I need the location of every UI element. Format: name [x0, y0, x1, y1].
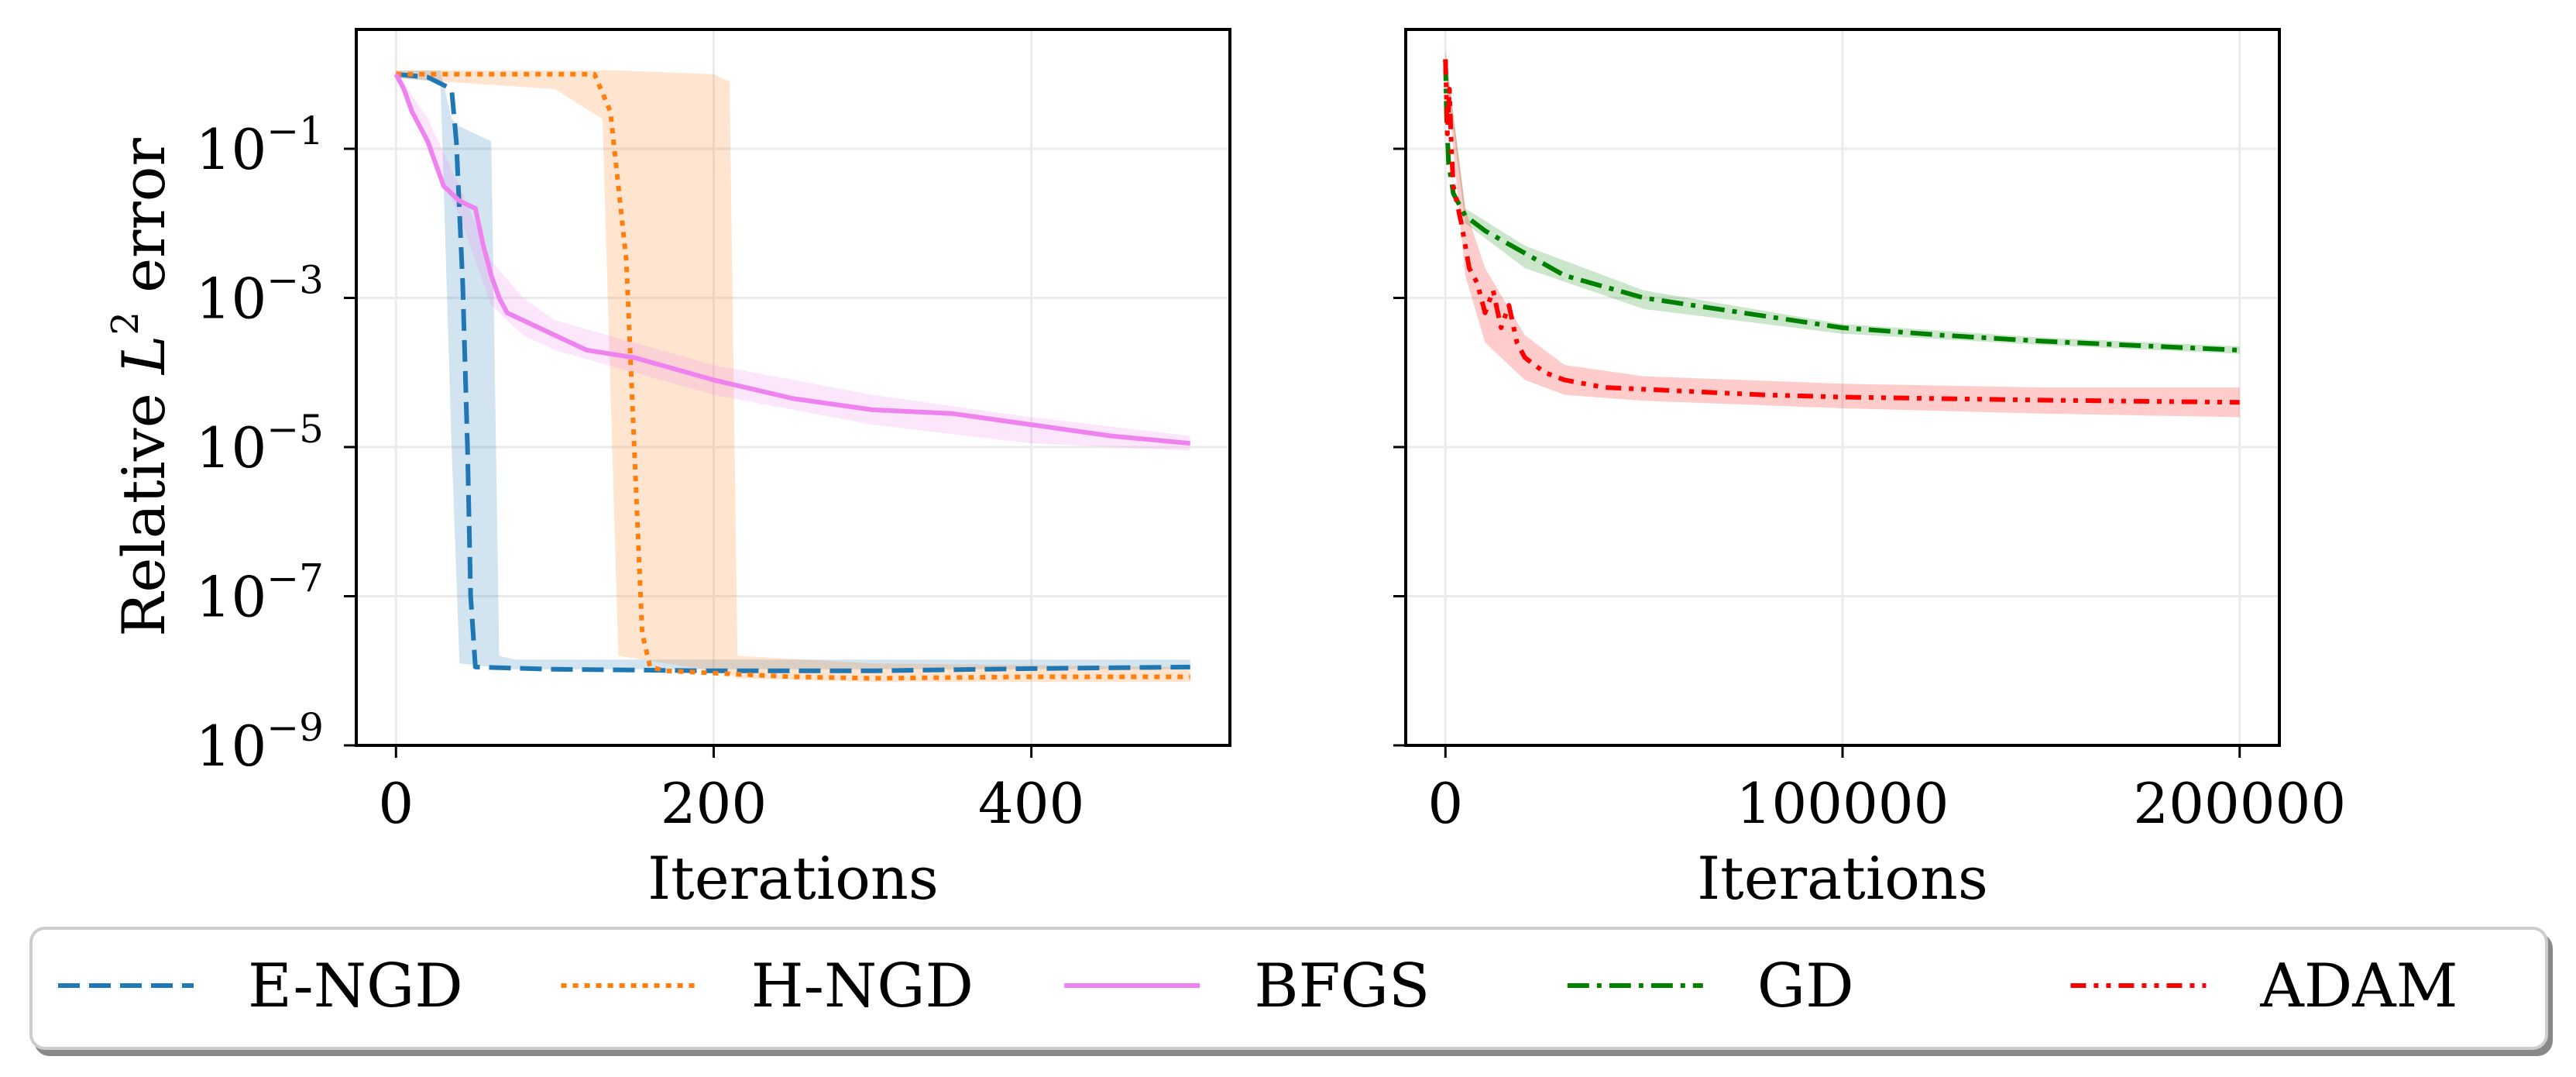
left-y-axis-label: Relative L2 error [104, 138, 178, 637]
right-ticks [1393, 147, 2241, 758]
y-tick-label: 10−3 [196, 258, 324, 332]
right-chart: 0 100000 200000 Iterations [1393, 28, 2346, 913]
legend-label-e-ngd: E-NGD [248, 951, 463, 1021]
legend-label-gd: GD [1757, 951, 1854, 1021]
x-tick-label: 200 [661, 771, 767, 836]
y-tick-label: 10−7 [196, 556, 324, 630]
right-x-tick-labels: 0 100000 200000 [1427, 771, 2346, 836]
legend-box [29, 927, 2548, 1050]
y-tick-label: 10−1 [196, 108, 324, 182]
x-tick-label: 100000 [1736, 771, 1949, 836]
series-line-e-ngd [396, 71, 1190, 673]
left-ticks [344, 147, 1033, 758]
left-bands [396, 70, 1190, 683]
left-lines [393, 71, 1190, 681]
series-line-gd [1443, 59, 2240, 353]
left-y-tick-labels: 10−1 10−3 10−5 10−7 10−9 [196, 108, 324, 779]
band-bfgs [396, 70, 1190, 451]
x-tick-label: 200000 [2133, 771, 2346, 836]
x-tick-label: 0 [378, 771, 414, 836]
series-line-bfgs [393, 73, 1190, 446]
left-x-tick-labels: 0 200 400 [378, 771, 1084, 836]
left-x-axis-label: Iterations [647, 844, 939, 913]
x-tick-label: 0 [1427, 771, 1463, 836]
legend-label-h-ngd: H-NGD [751, 951, 974, 1021]
x-tick-label: 400 [978, 771, 1084, 836]
left-chart: 0 200 400 10−110−310−510−710−9 Iterations … [104, 28, 1231, 913]
right-lines [1443, 59, 2240, 405]
right-x-axis-label: Iterations [1697, 844, 1988, 913]
band-e-ngd [396, 70, 1190, 669]
legend-label-bfgs: BFGS [1254, 951, 1430, 1021]
y-tick-label: 10−5 [196, 407, 324, 480]
left-axes-frame [355, 28, 1231, 747]
series-line-adam [1443, 59, 2240, 405]
y-tick-label: 10−9 [196, 705, 324, 779]
legend: E-NGD H-NGD BFGS GD ADAM [29, 927, 2548, 1050]
legend-label-adam: ADAM [2259, 951, 2458, 1021]
